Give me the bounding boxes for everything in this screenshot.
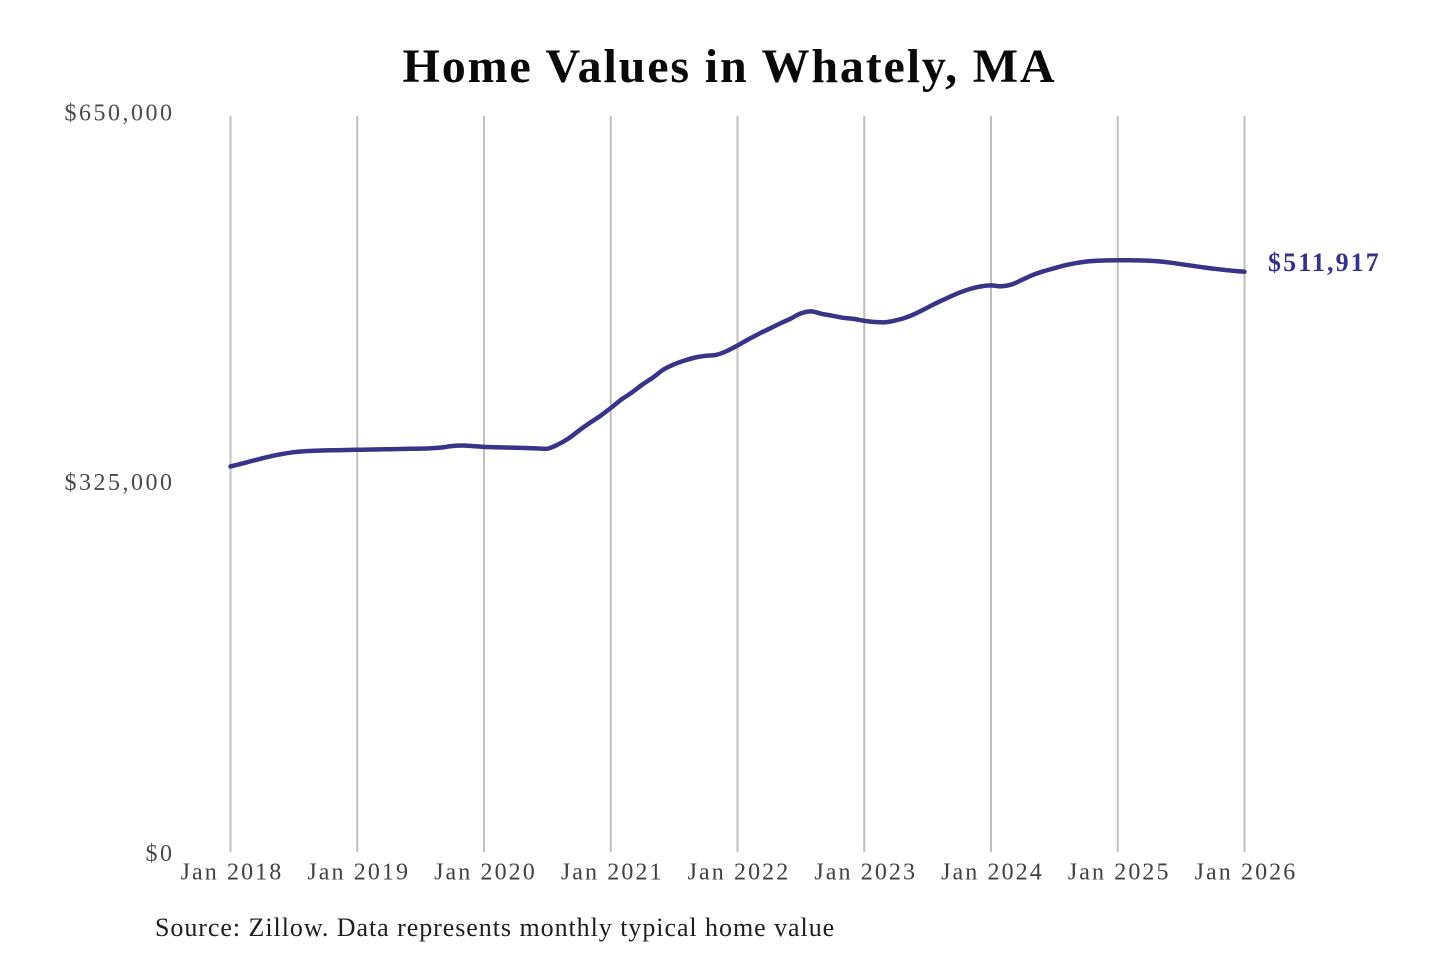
svg-text:Source: Zillow. Data represent: Source: Zillow. Data represents monthly … — [155, 913, 835, 942]
svg-text:Home Values in Whately, MA: Home Values in Whately, MA — [403, 40, 1057, 93]
svg-text:Jan 2020: Jan 2020 — [434, 860, 537, 886]
svg-text:$325,000: $325,000 — [65, 470, 175, 496]
svg-text:$511,917: $511,917 — [1268, 248, 1381, 277]
svg-text:Jan 2024: Jan 2024 — [941, 860, 1044, 886]
svg-text:Jan 2022: Jan 2022 — [688, 860, 791, 886]
svg-text:Jan 2021: Jan 2021 — [561, 860, 664, 886]
svg-text:Jan 2018: Jan 2018 — [181, 860, 284, 886]
svg-text:Jan 2025: Jan 2025 — [1068, 860, 1171, 886]
svg-text:$0: $0 — [146, 841, 175, 867]
svg-text:Jan 2023: Jan 2023 — [814, 860, 917, 886]
svg-text:Jan 2019: Jan 2019 — [307, 860, 410, 886]
svg-text:$650,000: $650,000 — [65, 101, 175, 127]
svg-text:Jan 2026: Jan 2026 — [1195, 860, 1298, 886]
